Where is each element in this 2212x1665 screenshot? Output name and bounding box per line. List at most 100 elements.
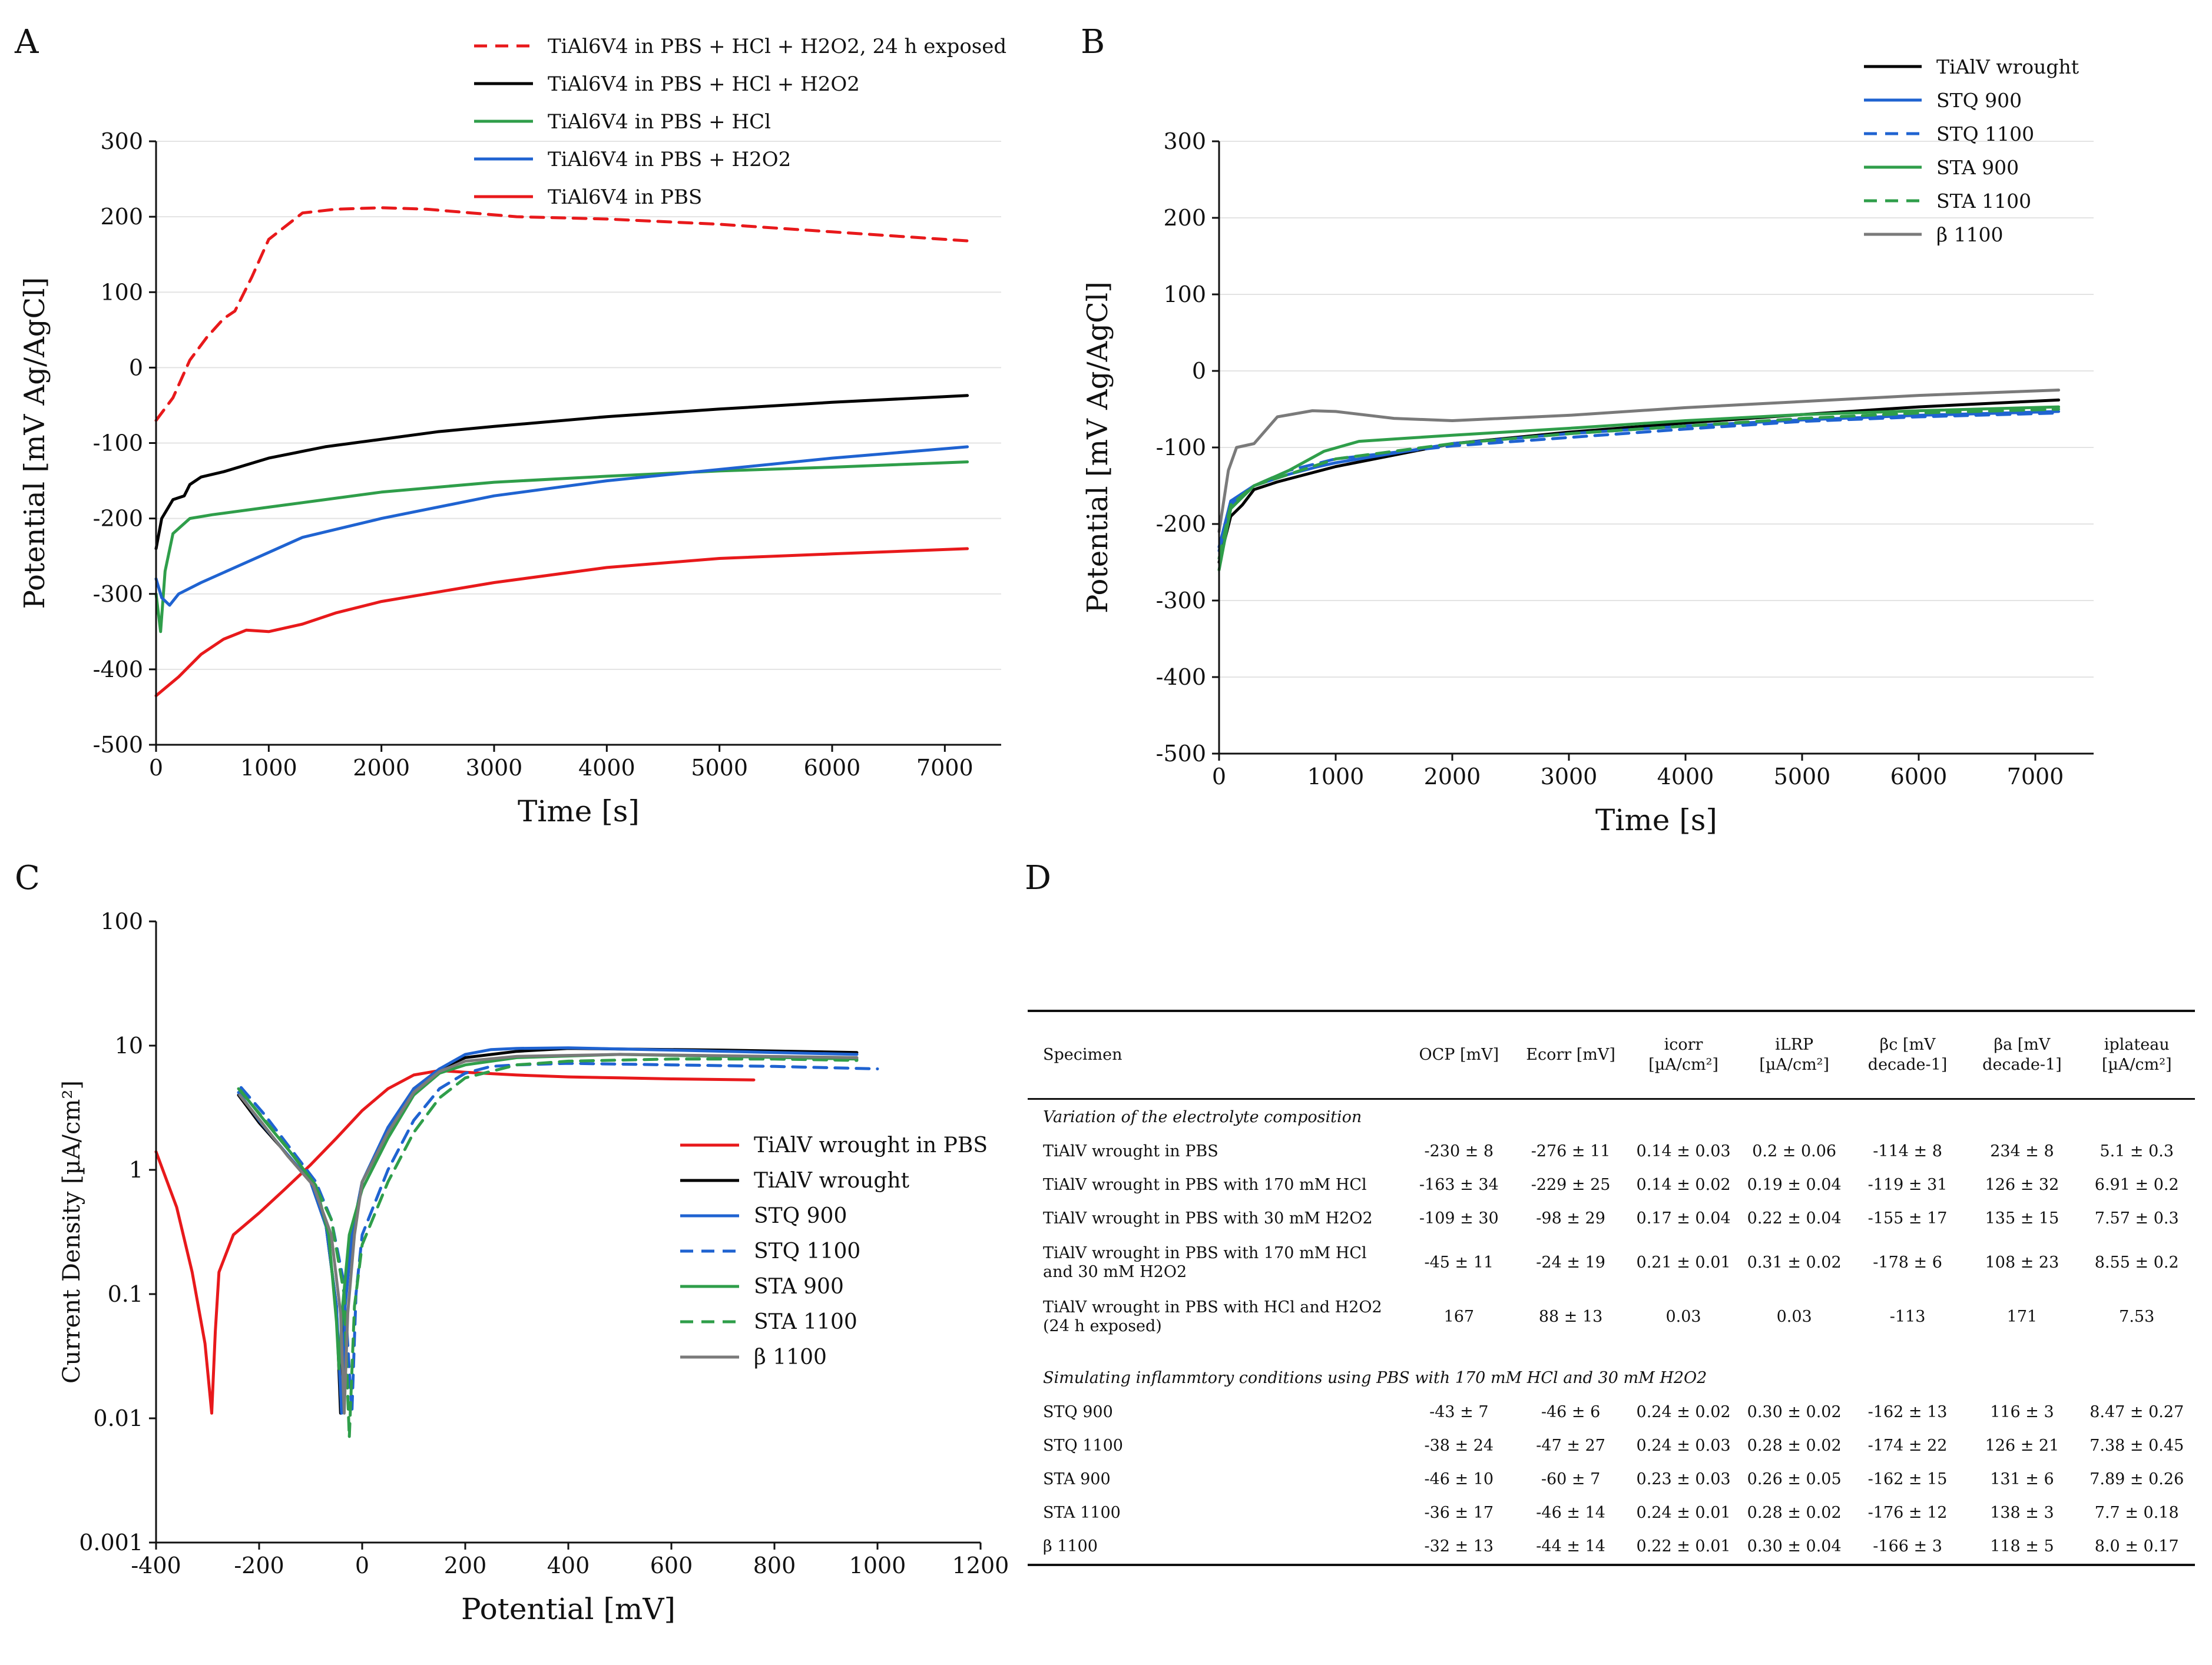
table-cell: -38 ± 24 xyxy=(1424,1437,1494,1455)
chart-c-series-6 xyxy=(238,1053,859,1415)
col-ocp: OCP [mV] xyxy=(1404,1010,1514,1100)
chart-c-y-tick-label: 1 xyxy=(129,1157,143,1183)
chart-b-legend-label-5: β 1100 xyxy=(1936,223,2004,246)
chart-b-y-tick-label: -500 xyxy=(1156,741,1206,767)
table-cell: 126 ± 32 xyxy=(1985,1176,2059,1195)
chart-a-y-tick-label: 0 xyxy=(129,354,143,380)
table-cell-specimen: TiAlV wrought in PBS with HCl and H2O2 (… xyxy=(1043,1298,1382,1335)
table-cell: -178 ± 6 xyxy=(1873,1253,1942,1272)
table-spacer-cell xyxy=(1028,1344,2195,1361)
chart-a-x-tick-label: 7000 xyxy=(916,755,973,781)
table-cell: -98 ± 29 xyxy=(1536,1209,1605,1228)
table-cell: 0.24 ± 0.02 xyxy=(1636,1403,1731,1422)
chart-a-y-tick-label: -300 xyxy=(93,581,143,607)
table-cell: 234 ± 8 xyxy=(1990,1142,2054,1161)
table-body: Variation of the electrolyte composition… xyxy=(1028,1099,2195,1566)
table-cell: -32 ± 13 xyxy=(1404,1530,1514,1566)
table-cell: 0.28 ± 0.02 xyxy=(1747,1437,1842,1455)
chart-c-y-tick-label: 0.01 xyxy=(93,1405,143,1431)
table-cell: -166 ± 3 xyxy=(1849,1530,1966,1566)
table-cell-specimen: STA 1100 xyxy=(1043,1504,1121,1523)
table-cell: 7.38 ± 0.45 xyxy=(2090,1437,2184,1455)
chart-c-x-tick-label: 200 xyxy=(444,1553,487,1578)
panel-label-c: C xyxy=(15,859,40,897)
chart-c-series-3 xyxy=(239,1062,879,1415)
chart-b-y-tick-label: 300 xyxy=(1163,128,1206,154)
table-cell: -46 ± 10 xyxy=(1424,1470,1494,1489)
table-cell: 0.23 ± 0.03 xyxy=(1636,1470,1731,1489)
chart-a-legend-label-1: TiAl6V4 in PBS + HCl + H2O2 xyxy=(548,72,860,96)
table-cell: 138 ± 3 xyxy=(1990,1504,2054,1523)
table-cell: 108 ± 23 xyxy=(1985,1253,2059,1272)
table-cell: 135 ± 15 xyxy=(1985,1209,2059,1228)
table-cell-specimen: β 1100 xyxy=(1028,1530,1405,1566)
chart-c-x-tick-label: 1000 xyxy=(849,1553,906,1578)
table-cell: 7.57 ± 0.3 xyxy=(2094,1209,2179,1228)
chart-c-legend-label-6: β 1100 xyxy=(754,1345,827,1369)
table-cell: -46 ± 6 xyxy=(1541,1403,1601,1422)
chart-a-y-tick-label: -100 xyxy=(93,430,143,456)
table-cell: -24 ± 19 xyxy=(1536,1253,1605,1272)
table-cell: 8.0 ± 0.17 xyxy=(2078,1530,2195,1566)
chart-a-x-tick-label: 2000 xyxy=(353,755,410,781)
chart-a-y-tick-label: 200 xyxy=(100,204,143,230)
chart-a-x-tick-label: 4000 xyxy=(578,755,635,781)
table-cell: 88 ± 13 xyxy=(1538,1307,1603,1326)
chart-a-y-tick-label: 100 xyxy=(100,279,143,305)
table-cell: 7.53 xyxy=(2119,1307,2155,1326)
table-cell: 8.55 ± 0.2 xyxy=(2094,1253,2179,1272)
table-cell: -43 ± 7 xyxy=(1429,1403,1489,1422)
chart-b-x-tick-label: 1000 xyxy=(1307,764,1365,790)
col-ilrp: iLRP [µA/cm²] xyxy=(1739,1010,1850,1100)
table-row: TiAlV wrought in PBS with 170 mM HCl -163… xyxy=(1028,1169,2195,1202)
chart-c-y-tick-label: 0.1 xyxy=(108,1281,143,1307)
table-cell: 171 xyxy=(2006,1307,2038,1326)
chart-a-series-0 xyxy=(154,206,969,422)
table-cell: 0.14 ± 0.02 xyxy=(1636,1176,1731,1195)
chart-c-x-tick-label: -400 xyxy=(131,1553,181,1578)
chart-b-series-5 xyxy=(1217,389,2061,533)
chart-c-legend-label-3: STQ 1100 xyxy=(754,1239,860,1263)
chart-c-series-5 xyxy=(237,1057,859,1440)
chart-c-x-tick-label: 600 xyxy=(650,1553,693,1578)
table-cell: 8.47 ± 0.27 xyxy=(2090,1403,2184,1422)
table-row: β 1100 -32 ± 13 -44 ± 14 0.22 ± 0.01 0.30 ± … xyxy=(1028,1530,2195,1566)
chart-b-y-tick-label: -200 xyxy=(1156,511,1206,537)
table-row: STA 1100 -36 ± 17 -46 ± 14 0.24 ± 0.01 0.28 … xyxy=(1028,1497,2195,1530)
table-cell: -45 ± 11 xyxy=(1424,1253,1494,1272)
table-cell: -229 ± 25 xyxy=(1531,1176,1611,1195)
table-cell: 0.14 ± 0.03 xyxy=(1636,1142,1731,1161)
col-specimen: Specimen xyxy=(1028,1010,1405,1100)
table-cell: 0.22 ± 0.01 xyxy=(1628,1530,1739,1566)
chart-a-legend-label-3: TiAl6V4 in PBS + H2O2 xyxy=(548,148,791,171)
table-cell: -113 xyxy=(1889,1307,1926,1326)
table-cell: 0.19 ± 0.04 xyxy=(1747,1176,1842,1195)
chart-a-ylabel: Potential [mV Ag/AgCl] xyxy=(18,277,51,609)
table-cell: 126 ± 21 xyxy=(1985,1437,2059,1455)
chart-a-legend-label-2: TiAl6V4 in PBS + HCl xyxy=(548,110,771,134)
panel-label-b: B xyxy=(1081,23,1105,61)
chart-b-y-tick-label: 0 xyxy=(1192,358,1206,384)
chart-c-y-tick-label: 10 xyxy=(115,1033,143,1059)
chart-b xyxy=(1212,65,2094,761)
chart-b-x-tick-label: 5000 xyxy=(1774,764,1831,790)
chart-c-legend-label-1: TiAlV wrought xyxy=(754,1169,910,1193)
col-beta-a: βa [mV decade-1] xyxy=(1965,1010,2079,1100)
table-cell: -47 ± 27 xyxy=(1536,1437,1605,1455)
table-row: TiAlV wrought in PBS with 30 mM H2O2 -109… xyxy=(1028,1202,2195,1236)
table-cell: -155 ± 17 xyxy=(1867,1209,1948,1228)
table-section-title: Simulating inflammtory conditions using … xyxy=(1043,1368,1707,1387)
chart-b-y-tick-label: 100 xyxy=(1163,281,1206,307)
chart-a-y-tick-label: -500 xyxy=(93,732,143,758)
table-section-row: Variation of the electrolyte composition xyxy=(1028,1099,2195,1136)
table-cell-specimen: STQ 900 xyxy=(1043,1403,1113,1422)
chart-a xyxy=(149,44,1001,752)
table-cell: 0.22 ± 0.04 xyxy=(1747,1209,1842,1228)
chart-c-y-tick-label: 0.001 xyxy=(79,1530,143,1555)
chart-b-series-2 xyxy=(1217,412,2061,552)
table-cell: -114 ± 8 xyxy=(1873,1142,1942,1161)
table-cell-specimen: TiAlV wrought in PBS xyxy=(1043,1142,1218,1161)
table-cell: 7.89 ± 0.26 xyxy=(2090,1470,2184,1489)
chart-b-x-tick-label: 2000 xyxy=(1424,764,1481,790)
table-cell: -44 ± 14 xyxy=(1513,1530,1628,1566)
